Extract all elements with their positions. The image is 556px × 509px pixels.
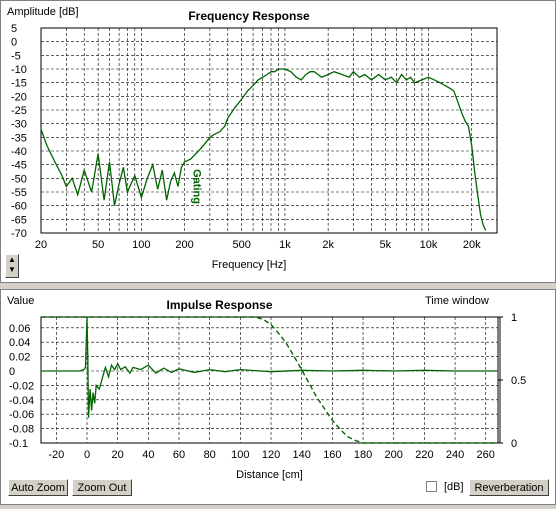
y-tick-label: -70 [11, 228, 27, 240]
y-tick-label: -0.04 [9, 395, 34, 407]
x-tick-label: 220 [415, 449, 433, 461]
x-tick-label: -20 [48, 449, 64, 461]
right-tick-label: 0.5 [511, 375, 526, 387]
y-tick-label: -55 [11, 187, 27, 199]
y-tick-label: -20 [11, 91, 27, 103]
y-tick-label: -0.1 [9, 438, 28, 450]
x-tick-label: 260 [477, 449, 495, 461]
frequency-response-chart: 50-5-10-15-20-25-30-35-40-45-50-55-60-65… [7, 6, 498, 271]
y-tick-label: 0 [11, 37, 17, 49]
y-tick-label: -0.02 [9, 380, 34, 392]
x-tick-label: 200 [175, 239, 193, 251]
time-window-trace [41, 316, 498, 444]
y-axis-label: Amplitude [dB] [7, 6, 79, 18]
plot-area [40, 27, 498, 234]
y-tick-label: -45 [11, 160, 27, 172]
impulse-response-chart: -20 0 20 40 60 80 100 120 140 160 180 200 220 240 2600… [7, 295, 526, 481]
y-tick-label: -40 [11, 146, 27, 158]
frequency-response-panel: 5 0 -5 -10 -15 -20 -25 -30 -35 -40 -45 -50 -55 -60 -65… [0, 0, 556, 283]
y-tick-label: 5 [11, 23, 17, 35]
y-tick-label: -35 [11, 132, 27, 144]
y-tick-label: -65 [11, 214, 27, 226]
db-checkbox-label: [dB] [444, 481, 464, 493]
chart-title: Frequency Response [188, 9, 310, 23]
x-tick-label: 20 [112, 449, 124, 461]
x-tick-label: 40 [142, 449, 154, 461]
y-tick-label: -0.08 [9, 424, 34, 436]
arrow-down-icon: ▼ [8, 265, 16, 274]
y-tick-label: -10 [11, 64, 27, 76]
gating-label: Gating [191, 169, 203, 204]
x-tick-label: 240 [446, 449, 464, 461]
time-window-label: Time window [425, 295, 489, 307]
y-tick-label: -25 [11, 105, 27, 117]
x-tick-label: 500 [233, 239, 251, 251]
impulse-response-panel: -20 0 20 40 60 80 100 120 140 160 180 200 220 240 260 0… [0, 289, 556, 505]
y-tick-label: 0.06 [9, 323, 30, 335]
right-tick-label: 1 [511, 312, 517, 324]
x-tick-label: 20 [35, 239, 47, 251]
impulse-response-trace [41, 316, 498, 418]
y-tick-label: 0.02 [9, 352, 30, 364]
y-tick-label: -0.06 [9, 409, 34, 421]
x-tick-label: 20k [463, 239, 481, 251]
x-tick-label: 1k [279, 239, 291, 251]
db-checkbox[interactable] [426, 481, 437, 492]
x-axis-label: Frequency [Hz] [212, 259, 287, 271]
arrow-up-icon: ▲ [8, 255, 16, 264]
x-tick-label: 160 [323, 449, 341, 461]
right-tick-label: 0 [511, 438, 517, 450]
y-tick-label: -15 [11, 78, 27, 90]
x-axis-label: Distance [cm] [236, 469, 303, 481]
x-tick-label: 5k [379, 239, 391, 251]
y-axis-label: Value [7, 295, 34, 307]
y-tick-label: 0.04 [9, 337, 30, 349]
x-tick-label: 80 [204, 449, 216, 461]
x-tick-label: 0 [84, 449, 90, 461]
x-tick-label: 50 [92, 239, 104, 251]
scroll-arrows-button[interactable]: ▲ ▼ [5, 254, 19, 278]
x-tick-label: 120 [262, 449, 280, 461]
y-tick-label: -30 [11, 119, 27, 131]
x-tick-label: 180 [354, 449, 372, 461]
reverberation-button[interactable]: Reverberation [469, 479, 549, 496]
zoom-out-button[interactable]: Zoom Out [72, 479, 132, 496]
y-tick-label: -60 [11, 201, 27, 213]
y-tick-label: 0 [9, 366, 15, 378]
x-tick-label: 200 [385, 449, 403, 461]
chart-title: Impulse Response [166, 298, 272, 312]
x-tick-label: 140 [293, 449, 311, 461]
x-tick-label: 10k [420, 239, 438, 251]
x-tick-label: 2k [322, 239, 334, 251]
plot-area [40, 316, 499, 444]
x-tick-label: 100 [132, 239, 150, 251]
auto-zoom-button[interactable]: Auto Zoom [8, 479, 68, 496]
panel-splitter[interactable] [0, 283, 556, 289]
x-tick-label: 100 [231, 449, 249, 461]
y-tick-label: -50 [11, 173, 27, 185]
x-tick-label: 60 [173, 449, 185, 461]
y-tick-label: -5 [11, 50, 21, 62]
frequency-response-trace [40, 68, 487, 231]
